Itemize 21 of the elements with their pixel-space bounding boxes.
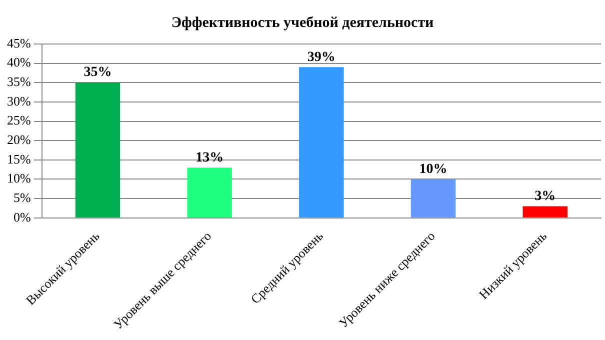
y-tick-label: 10% [6, 170, 31, 186]
data-label: 3% [534, 188, 556, 204]
y-tick-label: 45% [6, 35, 31, 50]
y-tick-label: 30% [6, 93, 31, 108]
data-label: 10% [419, 162, 448, 177]
bar [522, 206, 568, 218]
chart-title: Эффективность учебной деятельности [171, 14, 434, 31]
y-tick-label: 5% [13, 190, 31, 205]
y-tick-label: 15% [6, 151, 31, 166]
data-label: 35% [84, 65, 112, 80]
data-label: 39% [307, 50, 336, 65]
y-tick-label: 35% [6, 74, 31, 90]
y-tick-label: 20% [6, 132, 31, 148]
bar [75, 82, 120, 218]
y-tick-label: 25% [6, 112, 31, 128]
y-tick-label: 40% [6, 54, 31, 70]
bar [410, 179, 456, 218]
bar [299, 67, 344, 218]
bar [187, 168, 232, 218]
y-tick-label: 0% [13, 209, 31, 224]
data-label: 13% [196, 150, 224, 166]
